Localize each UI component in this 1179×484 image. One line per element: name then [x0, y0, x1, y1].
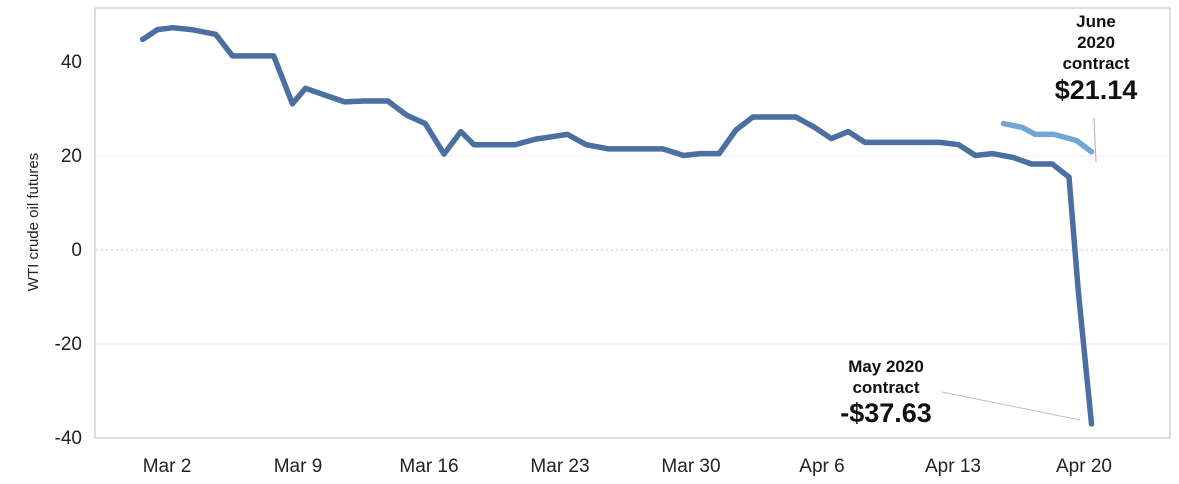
- may-annotation-value: -$37.63: [840, 398, 932, 428]
- june-annotation-line-2: 2020: [1077, 33, 1115, 52]
- y-axis-ticks: 40 20 0 -20 -40: [55, 52, 82, 449]
- y-tick-label: 40: [61, 52, 82, 73]
- june-annotation-value: $21.14: [1055, 75, 1138, 105]
- june-annotation-line-1: June: [1076, 12, 1116, 31]
- x-tick-label: Mar 9: [274, 456, 323, 477]
- may-annotation-line-1: May 2020: [848, 357, 924, 376]
- june-contract-line: [1000, 120, 1095, 155]
- june-annotation-line-3: contract: [1062, 54, 1129, 73]
- x-tick-label: Apr 20: [1056, 456, 1112, 477]
- y-tick-label: 20: [61, 146, 82, 167]
- gridlines: [96, 155, 1169, 345]
- may-contract-annotation: May 2020 contract -$37.63: [840, 357, 932, 428]
- y-tick-label: -40: [55, 428, 82, 449]
- x-tick-label: Mar 2: [143, 456, 192, 477]
- may-leader-line: [941, 391, 1081, 421]
- x-tick-label: Apr 13: [925, 456, 981, 477]
- series-lines: [139, 24, 1095, 427]
- x-tick-label: Mar 16: [399, 456, 458, 477]
- x-tick-label: Mar 30: [661, 456, 720, 477]
- y-tick-label: -20: [55, 334, 82, 355]
- june-leader-line: [1093, 117, 1097, 163]
- x-axis-ticks: Mar 2 Mar 9 Mar 16 Mar 23 Mar 30 Apr 6 Apr 13 A…: [143, 456, 1112, 477]
- may-annotation-line-2: contract: [852, 378, 919, 397]
- y-tick-label: 0: [71, 240, 82, 261]
- plot-frame: [94, 7, 1171, 439]
- x-tick-label: Apr 6: [799, 456, 844, 477]
- x-tick-label: Mar 23: [530, 456, 589, 477]
- june-contract-annotation: June 2020 contract $21.14: [1055, 12, 1138, 105]
- may-contract-line: [139, 24, 1095, 427]
- y-axis-label: WTI crude oil futures: [25, 153, 42, 291]
